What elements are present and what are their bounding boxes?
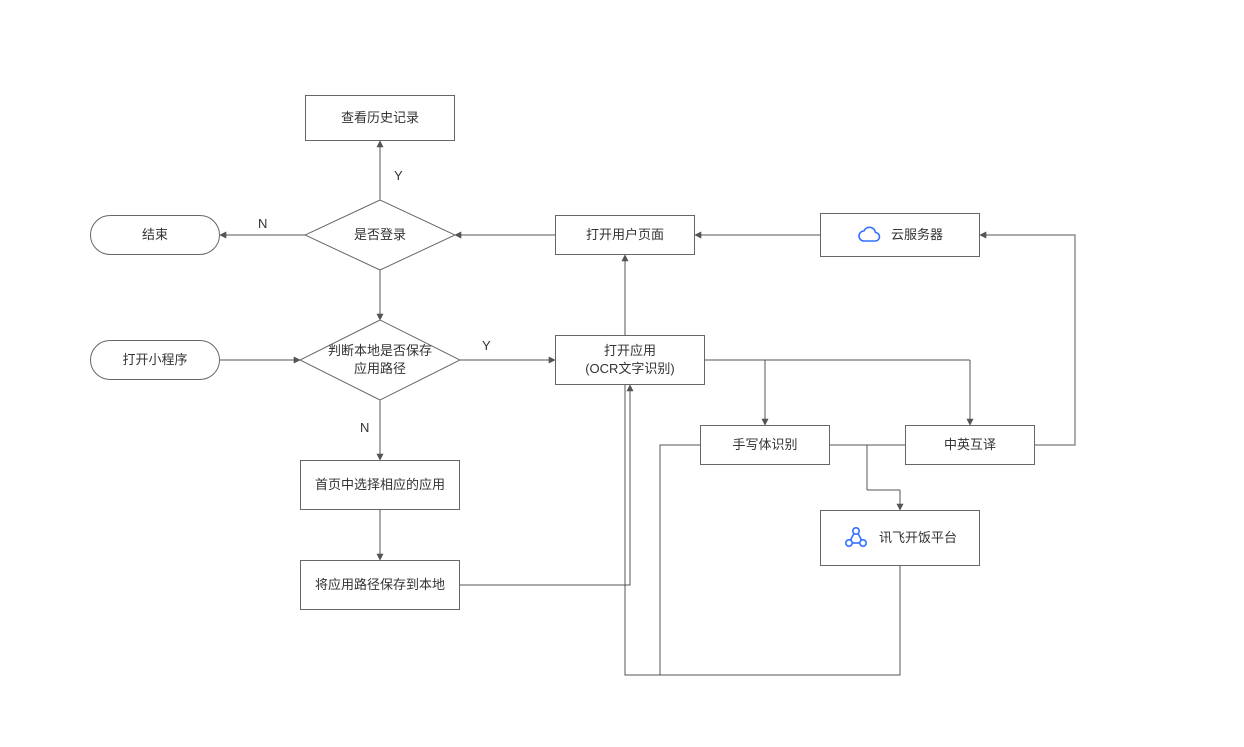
node-label: 首页中选择相应的应用 (315, 476, 445, 494)
node-translate: 中英互译 (905, 425, 1035, 465)
node-label: 讯飞开饭平台 (879, 529, 957, 547)
node-userpage: 打开用户页面 (555, 215, 695, 255)
node-login-decision: 是否登录 (305, 200, 455, 270)
node-label: 是否登录 (344, 226, 416, 244)
node-label-line1: 打开应用 (604, 342, 656, 360)
edge-label-local-no: N (358, 420, 371, 435)
node-label: 打开小程序 (122, 351, 187, 369)
node-start: 打开小程序 (90, 340, 220, 380)
node-xunfei-platform: 讯飞开饭平台 (820, 510, 980, 566)
node-check-local-decision: 判断本地是否保存应用路径 (300, 320, 460, 400)
node-save-local: 将应用路径保存到本地 (300, 560, 460, 610)
node-label: 查看历史记录 (341, 109, 419, 127)
cloud-icon (857, 223, 881, 247)
edge-label-login-yes: Y (392, 168, 405, 183)
node-label: 判断本地是否保存应用路径 (315, 342, 445, 377)
node-label: 打开用户页面 (586, 226, 664, 244)
node-label: 中英互译 (944, 436, 996, 454)
nodes-icon (843, 525, 869, 551)
node-cloud-server: 云服务器 (820, 213, 980, 257)
node-label: 云服务器 (891, 226, 943, 244)
node-handwriting: 手写体识别 (700, 425, 830, 465)
node-label: 结束 (142, 226, 168, 244)
node-label: 手写体识别 (732, 436, 797, 454)
node-label: 将应用路径保存到本地 (315, 576, 445, 594)
node-label-line2: (OCR文字识别) (585, 360, 675, 378)
node-select-app: 首页中选择相应的应用 (300, 460, 460, 510)
node-history: 查看历史记录 (305, 95, 455, 141)
edge-label-login-no: N (256, 216, 269, 231)
node-end: 结束 (90, 215, 220, 255)
flowchart-canvas: 查看历史记录 是否登录 结束 打开用户页面 云服务器 打开小程序 判断本地是否保… (0, 0, 1244, 747)
edge-label-local-yes: Y (480, 338, 493, 353)
node-open-app: 打开应用 (OCR文字识别) (555, 335, 705, 385)
